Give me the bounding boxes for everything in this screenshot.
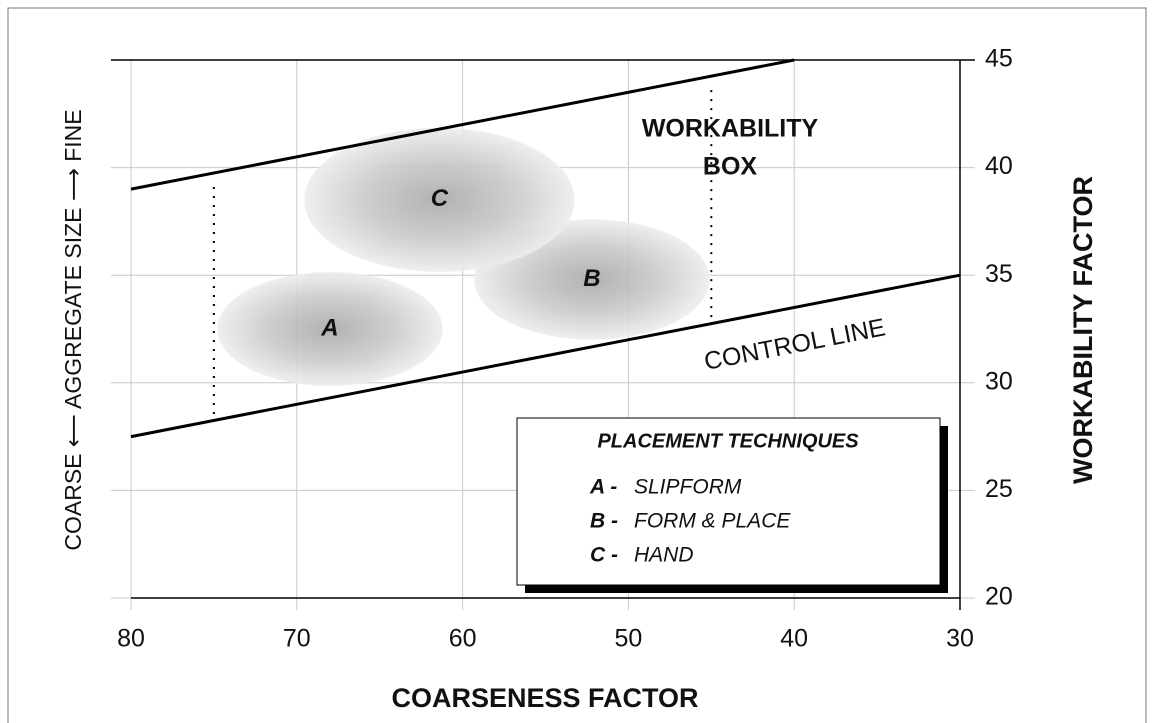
box-label: BOX (703, 153, 758, 181)
control-line (130, 273, 961, 439)
y-tick-label: 45 (985, 45, 1013, 73)
y-tick-label: 25 (985, 475, 1013, 503)
y-axis-label: WORKABILITY FACTOR (1068, 176, 1098, 484)
legend-key: A - (589, 476, 617, 499)
x-axis-label: COARSENESS FACTOR (391, 683, 698, 713)
legend-box (516, 417, 941, 586)
control-line-label: CONTROL LINE (702, 313, 888, 376)
legend-label: HAND (634, 544, 694, 567)
x-tick-label: 60 (449, 625, 477, 653)
legend-label: SLIPFORM (634, 476, 742, 499)
y-tick-label: 40 (985, 152, 1013, 180)
x-tick-label: 50 (614, 625, 642, 653)
zone (217, 271, 443, 387)
legend-title: PLACEMENT TECHNIQUES (597, 430, 859, 452)
zone-label: C (431, 185, 449, 212)
zone-label: A (320, 314, 338, 341)
y-left-label: COARSE ⟵ AGGREGATE SIZE ⟶ FINE (60, 109, 86, 550)
legend-key: C - (590, 544, 618, 567)
legend-label: FORM & PLACE (634, 510, 791, 533)
box-label: WORKABILITY (642, 115, 819, 143)
y-tick-label: 30 (985, 367, 1013, 395)
x-tick-label: 80 (117, 625, 145, 653)
y-tick-label: 20 (985, 583, 1013, 611)
x-tick-label: 70 (283, 625, 311, 653)
box-top-line (130, 58, 795, 191)
legend-key: B - (590, 510, 618, 533)
y-tick-label: 35 (985, 260, 1013, 288)
x-tick-label: 40 (780, 625, 808, 653)
zone-label: B (583, 265, 600, 292)
x-tick-label: 30 (946, 625, 974, 653)
zone (304, 127, 575, 272)
frame (7, 7, 1147, 723)
